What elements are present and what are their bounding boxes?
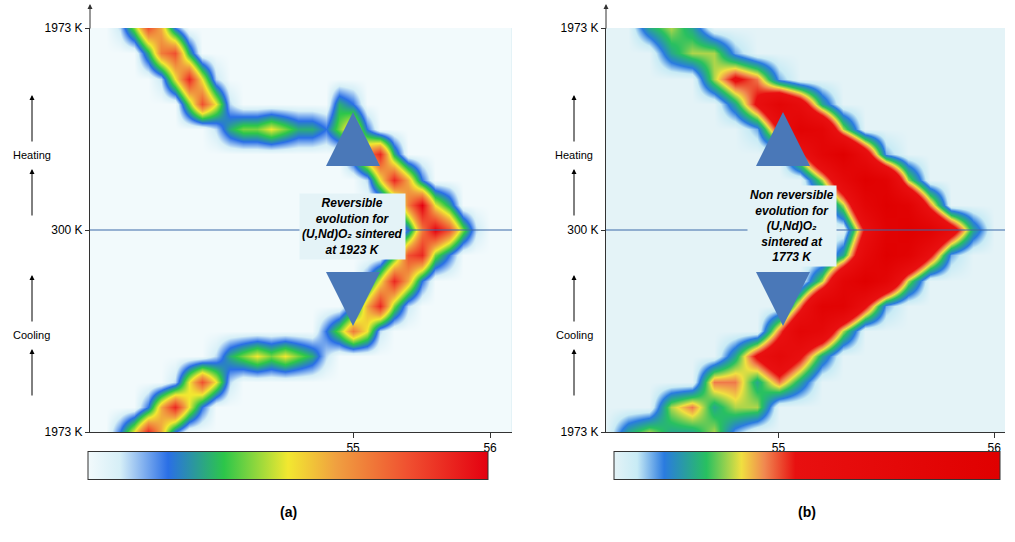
svg-text:1973 K: 1973 K (561, 21, 599, 35)
svg-text:(a): (a) (280, 504, 297, 520)
svg-text:1973 K: 1973 K (561, 425, 599, 439)
svg-text:55: 55 (346, 441, 360, 455)
svg-text:300 K: 300 K (567, 223, 598, 237)
svg-text:Heating: Heating (555, 149, 593, 161)
svg-text:56: 56 (483, 441, 497, 455)
svg-text:Cooling: Cooling (13, 329, 50, 341)
svg-text:Reversibleevolution for(U,Nd)O: Reversibleevolution for(U,Nd)O₂ sintered… (302, 196, 403, 257)
svg-text:56: 56 (988, 441, 1002, 455)
svg-text:300 K: 300 K (51, 223, 82, 237)
svg-text:Heating: Heating (13, 149, 51, 161)
svg-text:(b): (b) (798, 504, 816, 520)
svg-text:1973 K: 1973 K (45, 21, 83, 35)
svg-text:1973 K: 1973 K (45, 425, 83, 439)
svg-text:Cooling: Cooling (556, 329, 593, 341)
svg-text:55: 55 (772, 441, 786, 455)
svg-text:Non reversibleevolution for(U,: Non reversibleevolution for(U,Nd)O₂sinte… (750, 188, 834, 264)
